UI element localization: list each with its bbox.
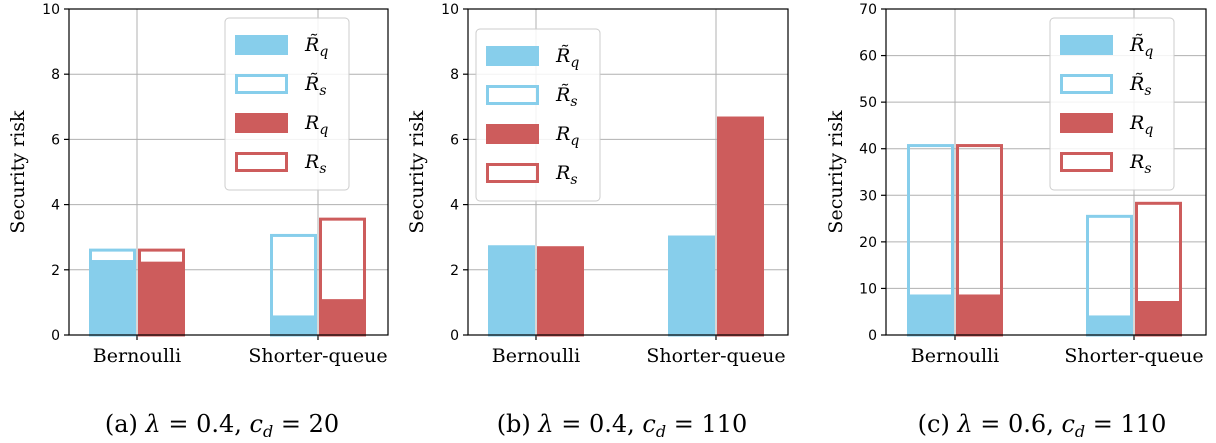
- panel-c-bars: [907, 144, 1182, 337]
- panel-c-legend: R̃q R̃s Rq Rs: [1049, 17, 1175, 191]
- legend-swatch-rs: [235, 152, 288, 172]
- panel-b-ylabel: Security risk: [406, 110, 428, 234]
- y-tick-label: 6: [51, 132, 60, 148]
- panel-a-category-label-1: Shorter-queue: [248, 345, 387, 367]
- legend-swatch-rs-tilde: [486, 85, 539, 105]
- legend-label-rq-tilde: R̃q: [555, 45, 579, 71]
- bar-rq-tilde-0: [907, 294, 954, 335]
- y-tick-label: 40: [859, 142, 877, 158]
- legend-box: [475, 28, 601, 202]
- y-tick-label: 0: [868, 328, 877, 344]
- legend-label-rq: Rq: [1129, 112, 1153, 138]
- panel-a-axes-frame: [68, 8, 389, 336]
- legend-swatch-rq: [1060, 113, 1113, 133]
- legend-swatch-rq-tilde: [235, 35, 288, 55]
- legend-label-rs: Rs: [304, 151, 327, 177]
- panel-a-caption: (a) λ = 0.4, cd = 20: [105, 410, 339, 441]
- y-tick-label: 10: [859, 281, 877, 297]
- legend-label-rq-tilde: R̃q: [304, 34, 328, 60]
- bar-rq-1: [319, 299, 366, 335]
- y-tick-label: 2: [450, 263, 459, 279]
- y-tick-label: 0: [51, 328, 60, 344]
- legend-label-rs-tilde: R̃s: [1129, 73, 1152, 99]
- legend-box: [1049, 17, 1175, 191]
- legend-swatch-rq: [486, 124, 539, 144]
- panel-a-ylabel: Security risk: [7, 110, 29, 234]
- legend-swatch-rs-tilde: [1060, 74, 1113, 94]
- bar-rq-tilde-1: [668, 235, 715, 335]
- y-tick-label: 10: [42, 2, 60, 18]
- legend-swatch-rq-tilde: [1060, 35, 1113, 55]
- legend-label-rs-tilde: R̃s: [304, 73, 327, 99]
- legend-swatch-rq: [235, 113, 288, 133]
- y-tick-label: 60: [859, 49, 877, 65]
- y-tick-label: 2: [51, 263, 60, 279]
- panel-b: 0 2 4 6 8 10 Security risk Bernoulli Shorter-…: [406, 2, 789, 441]
- y-tick-label: 70: [859, 2, 877, 18]
- y-tick-label: 10: [441, 2, 459, 18]
- panel-b-legend: R̃q R̃s Rq Rs: [475, 28, 601, 202]
- y-tick-label: 30: [859, 188, 877, 204]
- y-tick-label: 4: [450, 198, 459, 214]
- y-tick-label: 8: [51, 67, 60, 83]
- bar-rq-0: [138, 261, 185, 335]
- panel-a-legend: R̃q R̃s Rq Rs: [224, 17, 350, 191]
- legend-swatch-rs: [486, 163, 539, 183]
- panel-a-category-label-0: Bernoulli: [93, 345, 181, 367]
- legend-swatch-rq-tilde: [486, 46, 539, 66]
- panel-c-ticks: 0 10 20 30 40 50 60 70: [859, 2, 1135, 344]
- panel-b-bars: [488, 116, 764, 337]
- y-tick-label: 6: [450, 132, 459, 148]
- legend-label-rs: Rs: [1129, 151, 1152, 177]
- panel-c-axes-frame: [885, 8, 1207, 336]
- bar-rq-tilde-1: [270, 315, 317, 335]
- y-tick-label: 20: [859, 235, 877, 251]
- y-tick-label: 0: [450, 328, 459, 344]
- panel-b-category-label-0: Bernoulli: [492, 345, 580, 367]
- legend-swatch-rs-tilde: [235, 74, 288, 94]
- legend-label-rq: Rq: [304, 112, 328, 138]
- legend-swatch-rs: [1060, 152, 1113, 172]
- bar-rq-1: [717, 116, 764, 335]
- bar-rq-tilde-1: [1086, 315, 1133, 335]
- panel-c-ylabel: Security risk: [825, 110, 847, 234]
- legend-label-rs-tilde: R̃s: [555, 84, 578, 110]
- panel-a-ticks: 0 2 4 6 8 10: [42, 2, 319, 344]
- panel-b-category-label-1: Shorter-queue: [646, 345, 785, 367]
- legend-box: [224, 17, 350, 191]
- y-tick-label: 8: [450, 67, 459, 83]
- bar-rq-0: [537, 246, 584, 335]
- panel-c-category-label-1: Shorter-queue: [1064, 345, 1203, 367]
- legend-label-rq-tilde: R̃q: [1129, 34, 1153, 60]
- panel-a: 0 2 4 6 8 10 Security risk Bernoulli Shorter-…: [7, 2, 389, 441]
- legend-label-rq: Rq: [555, 123, 579, 149]
- panel-b-ticks: 0 2 4 6 8 10: [441, 2, 717, 344]
- panel-b-caption: (b) λ = 0.4, cd = 110: [497, 410, 748, 441]
- y-tick-label: 4: [51, 198, 60, 214]
- panel-c-caption: (c) λ = 0.6, cd = 110: [918, 410, 1167, 441]
- bar-rq-0: [956, 294, 1003, 335]
- panel-c-category-label-0: Bernoulli: [911, 345, 999, 367]
- bar-rq-1: [1135, 301, 1182, 335]
- legend-label-rs: Rs: [555, 162, 578, 188]
- panel-a-bars: [89, 217, 366, 337]
- panel-b-axes-frame: [467, 8, 789, 336]
- y-tick-label: 50: [859, 95, 877, 111]
- bar-rq-tilde-0: [89, 260, 136, 335]
- bar-rq-tilde-0: [488, 245, 535, 335]
